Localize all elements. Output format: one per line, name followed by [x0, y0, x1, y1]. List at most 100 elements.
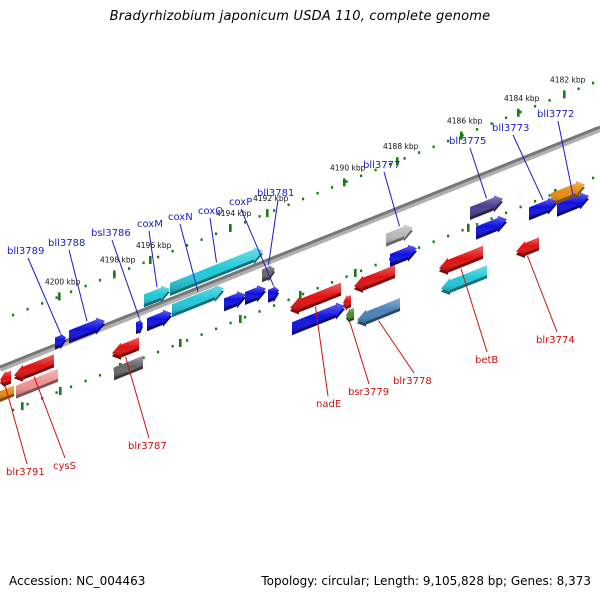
reverse-gene-blr3791-shade: [0, 370, 11, 385]
track-dot: [84, 284, 87, 288]
track-dot: [26, 307, 29, 311]
track-dot: [142, 261, 145, 265]
gene-label-bll3781: bll3781: [257, 188, 294, 199]
track-dot: [360, 269, 363, 273]
forward-gene-coxP-shade: [268, 285, 279, 300]
track-dot: [418, 246, 421, 249]
forward-gene-shade: [476, 215, 507, 237]
major-tick: [299, 291, 302, 299]
track-dot: [490, 217, 493, 220]
major-tick: [354, 269, 357, 277]
track-dot: [244, 315, 247, 319]
major-tick: [239, 315, 242, 323]
track-dot: [99, 278, 102, 282]
gene-leader-line: [33, 376, 66, 459]
track-dot: [577, 87, 580, 91]
kbp-tick-label: 4196 kbp: [136, 241, 172, 250]
track-dot: [70, 290, 73, 294]
track-dot: [534, 199, 537, 203]
major-tick: [517, 108, 520, 117]
track-dot: [331, 281, 334, 284]
track-dot: [128, 267, 131, 270]
track-dot: [519, 205, 522, 209]
gene-leader-line: [148, 230, 158, 288]
reverse-gene-nadE-shade: [290, 282, 341, 312]
forward-gene-shade: [147, 309, 172, 329]
track-dot: [229, 321, 232, 325]
track-dot: [186, 244, 189, 247]
reverse-gene-shade: [292, 302, 345, 333]
kbp-tick-label: 4194 kbp: [216, 209, 252, 218]
gene-leader-line: [27, 257, 61, 334]
gene-label-cysS: cysS: [53, 461, 76, 472]
kbp-tick-label: 4192 kbp: [253, 194, 289, 203]
gene-label-betB: betB: [475, 355, 498, 366]
track-dot: [345, 275, 348, 278]
forward-gene-shade: [245, 285, 266, 302]
gene-label-bll3775: bll3775: [449, 136, 486, 147]
kbp-tick-label: 4184 kbp: [504, 94, 540, 103]
gene-leader-line: [378, 320, 415, 374]
gene-label-bsr3779: bsr3779: [348, 387, 389, 398]
gene-label-coxP: coxP: [229, 197, 252, 208]
track-dot: [26, 402, 29, 406]
gene-leader-line: [349, 322, 370, 385]
major-tick: [149, 256, 152, 264]
gene-leader-line: [111, 239, 140, 319]
gene-leader-line: [179, 223, 199, 292]
track-dot: [157, 255, 160, 259]
track-dot: [70, 385, 73, 389]
track-dot: [287, 203, 290, 207]
track-dot: [273, 209, 276, 212]
forward-gene-shade: [390, 244, 417, 264]
reverse-gene-cysS-shade: [14, 354, 54, 379]
track-dot: [432, 240, 435, 244]
gene-label-bll3777: bll3777: [363, 160, 400, 171]
gene-label-bll3788: bll3788: [48, 238, 85, 249]
forward-gene-bll3777-shade: [386, 224, 413, 244]
track-dot: [592, 176, 595, 180]
gene-label-bll3772: bll3772: [537, 109, 574, 120]
forward-gene-shade: [224, 291, 246, 309]
track-dot: [592, 81, 595, 85]
track-dot: [316, 286, 319, 290]
forward-gene-shade: [551, 181, 585, 204]
gene-leader-line: [512, 134, 544, 201]
gene-label-coxO: coxO: [198, 206, 223, 217]
forward-gene-coxN-shade: [172, 285, 224, 315]
gene-label-bsl3786: bsl3786: [91, 228, 131, 239]
track-dot: [99, 373, 102, 377]
gene-leader-line: [383, 171, 400, 227]
track-dot: [171, 344, 174, 348]
forward-gene-coxM-shade: [144, 285, 170, 305]
gene-label-blr3774: blr3774: [536, 335, 575, 346]
track-dot: [12, 408, 15, 412]
major-tick: [59, 387, 62, 395]
reverse-gene-betB-shade: [439, 245, 483, 272]
track-dot: [345, 180, 348, 183]
reverse-gene-blr3778-shade: [357, 298, 400, 324]
track-dot: [215, 232, 218, 236]
track-dot: [389, 162, 392, 166]
major-tick: [58, 292, 61, 301]
track-dot: [374, 263, 377, 267]
gene-leader-line: [68, 249, 88, 322]
track-dot: [157, 350, 160, 354]
forward-gene-coxO-shade: [170, 247, 263, 293]
forward-gene-bll3773-shade: [529, 197, 557, 218]
gene-leader-line: [527, 255, 558, 333]
reverse-gene-blr3774-shade: [516, 237, 539, 255]
track-dot: [360, 174, 363, 178]
gene-leader-line: [5, 386, 28, 465]
track-dot: [403, 157, 406, 160]
forward-gene-bll3772-shade: [557, 192, 589, 214]
gene-leader-line: [469, 147, 487, 199]
gene-label-coxM: coxM: [137, 219, 163, 230]
gene-label-blr3778: blr3778: [393, 376, 432, 387]
gene-label-coxN: coxN: [168, 212, 193, 223]
track-dot: [55, 296, 58, 299]
track-dot: [331, 186, 334, 189]
track-dot: [215, 327, 218, 331]
kbp-tick-label: 4198 kbp: [100, 255, 136, 264]
track-dot: [273, 304, 276, 307]
